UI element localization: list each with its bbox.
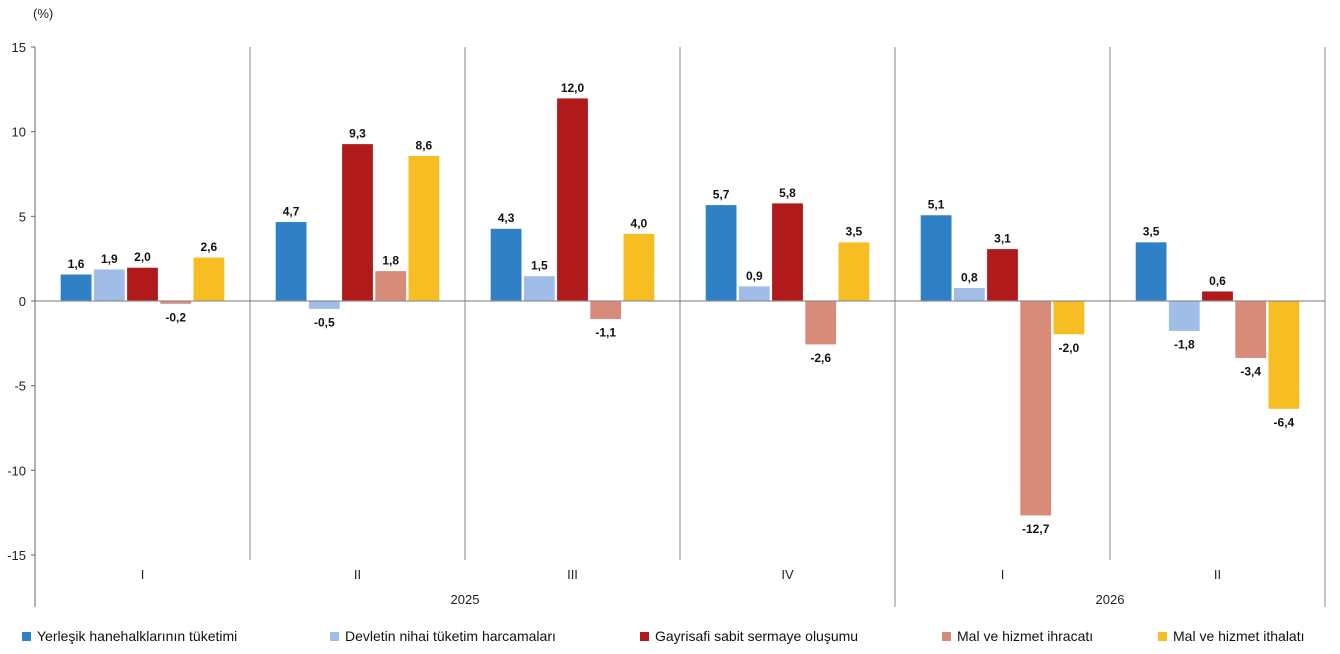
data-label: 4,3	[498, 211, 515, 225]
bar	[1019, 300, 1053, 517]
data-label: 8,6	[416, 138, 433, 152]
bar	[1200, 290, 1235, 302]
bar	[837, 241, 871, 302]
x-category-label: I	[1001, 567, 1005, 582]
bar	[919, 214, 953, 302]
bar	[589, 300, 623, 321]
bar	[522, 275, 556, 302]
legend-swatch	[22, 631, 31, 641]
x-category-label: II	[354, 567, 361, 582]
bar	[1134, 241, 1168, 302]
data-label: 3,5	[1143, 225, 1160, 239]
legend-label: Mal ve hizmet ihracatı	[957, 628, 1094, 644]
data-label: -2,0	[1059, 341, 1080, 355]
y-tick-label: 15	[12, 40, 26, 55]
x-year-label: 2026	[1096, 592, 1125, 607]
data-label: 4,7	[283, 204, 300, 218]
bar-chart: (%) 15 10 5 0 -5 -10 -15 1,6 1,9 2,0 -0,2 2,6 4,7 -0,5…	[7, 6, 1326, 607]
data-label: -0,5	[314, 315, 335, 329]
legend-swatch	[330, 631, 339, 641]
x-category-label: III	[567, 567, 578, 582]
data-label: 4,0	[631, 216, 648, 230]
data-label: 1,8	[382, 254, 399, 268]
data-label: 0,9	[746, 269, 763, 283]
data-label: -2,6	[810, 351, 831, 365]
x-year-label: 2025	[451, 592, 480, 607]
y-tick-label: 5	[19, 209, 26, 224]
data-label: 2,6	[201, 240, 218, 254]
legend-label: Mal ve hizmet ithalatı	[1173, 628, 1305, 644]
bar	[1167, 300, 1201, 333]
data-label: -6,4	[1274, 415, 1295, 429]
legend-swatch	[640, 631, 649, 641]
data-label: 1,6	[68, 257, 85, 271]
bar	[407, 154, 441, 302]
y-tick-label: -10	[7, 463, 26, 478]
x-category-label: I	[141, 567, 145, 582]
y-tick-label: -15	[7, 548, 26, 563]
bar	[1267, 300, 1301, 410]
legend-item: Mal ve hizmet ithalatı	[1158, 628, 1305, 644]
bar	[804, 300, 838, 346]
bar	[489, 227, 523, 302]
bar	[192, 256, 226, 302]
legend-item: Yerleşik hanehalklarının tüketimi	[22, 628, 237, 644]
data-label: 5,8	[779, 186, 796, 200]
data-label: 5,7	[713, 187, 730, 201]
bar	[985, 247, 1020, 302]
data-label: 0,8	[961, 270, 978, 284]
bar	[159, 300, 193, 305]
legend-item: Mal ve hizmet ihracatı	[942, 628, 1093, 644]
y-tick-label: -5	[14, 379, 26, 394]
data-label: -0,2	[165, 310, 186, 324]
chart-legend: Yerleşik hanehalklarının tüketimi Devleti…	[0, 628, 1340, 650]
x-category-label: II	[1214, 567, 1221, 582]
data-label: 0,6	[1209, 274, 1226, 288]
legend-swatch	[942, 631, 951, 641]
data-label: 9,3	[349, 127, 366, 141]
y-axis-unit-label: (%)	[33, 6, 53, 21]
data-label: 12,0	[561, 81, 585, 95]
bar	[274, 220, 308, 302]
bar	[374, 269, 408, 302]
data-label: 1,5	[531, 259, 548, 273]
data-label: -3,4	[1240, 365, 1261, 379]
legend-item: Gayrisafi sabit sermaye oluşumu	[640, 628, 858, 644]
legend-label: Yerleşik hanehalklarının tüketimi	[37, 628, 238, 644]
bar	[770, 202, 805, 302]
y-tick-label: 10	[12, 125, 26, 140]
data-label: 3,5	[846, 225, 863, 239]
x-category-label: IV	[781, 567, 794, 582]
bar	[340, 142, 375, 302]
y-tick-label: 0	[19, 294, 26, 309]
data-label: -1,8	[1174, 337, 1195, 351]
bar	[737, 285, 771, 302]
data-label: 3,1	[994, 232, 1011, 246]
bar	[1234, 300, 1268, 360]
bar	[307, 300, 341, 311]
bar	[952, 286, 986, 302]
bar	[1052, 300, 1086, 336]
bar	[59, 273, 93, 302]
legend-label: Devletin nihai tüketim harcamaları	[345, 628, 556, 644]
data-label: -1,1	[595, 326, 616, 340]
data-label: 2,0	[134, 250, 151, 264]
data-label: -12,7	[1022, 522, 1050, 536]
bar	[125, 266, 160, 302]
legend-item: Devletin nihai tüketim harcamaları	[330, 628, 556, 644]
data-label: 5,1	[928, 198, 945, 212]
legend-swatch	[1158, 631, 1167, 641]
bar	[704, 203, 738, 302]
legend-label: Gayrisafi sabit sermaye oluşumu	[655, 628, 859, 644]
bar	[555, 97, 590, 302]
bar	[92, 268, 126, 302]
data-label: 1,9	[101, 252, 118, 266]
bar	[622, 232, 656, 302]
